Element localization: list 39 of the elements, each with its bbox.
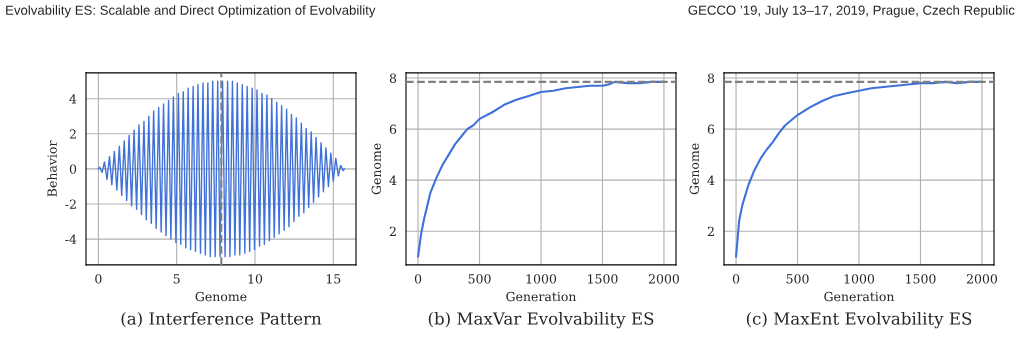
- y-tick-label: 6: [389, 124, 397, 135]
- y-tick-label: 0: [69, 164, 77, 174]
- x-tick-label: 1500: [588, 274, 618, 284]
- text: (c) MaxEnt Evolvability ES: [746, 311, 972, 329]
- y-tick-label: 8: [389, 73, 397, 83]
- y-tick-label: 4: [69, 94, 77, 104]
- x-tick-label: 500: [786, 274, 809, 284]
- y-tick-label: -2: [65, 199, 76, 209]
- y-tick-label: -4: [65, 234, 77, 244]
- x-tick-label: 0: [95, 274, 102, 284]
- x-tick-label: 0: [732, 274, 740, 284]
- y-tick-label: 2: [707, 226, 714, 236]
- line-series: [97, 80, 346, 258]
- x-tick-label: 500: [468, 274, 491, 284]
- x-tick-label: 0: [414, 274, 422, 284]
- y-axis-title: Genome: [371, 143, 382, 195]
- text: GECCO ’19, July 13–17, 2019, Prague, Czech Republic: [688, 5, 1015, 18]
- x-tick-label: 1000: [526, 274, 557, 284]
- x-tick-label: 2000: [648, 274, 680, 284]
- x-tick-label: 1500: [906, 274, 936, 284]
- y-tick-label: 8: [707, 73, 715, 83]
- x-axis-title: Generation: [824, 291, 895, 302]
- x-axis-title: Genome: [195, 291, 247, 302]
- x-tick-label: 10: [248, 274, 263, 284]
- y-axis-title: Behavior: [47, 140, 57, 197]
- text: Evolvability ES: Scalable and Direct Optimization of Evolvability: [6, 5, 376, 18]
- y-tick-label: 2: [389, 226, 396, 236]
- y-tick-label: 2: [69, 129, 76, 139]
- x-tick-label: 2000: [966, 274, 998, 284]
- x-tick-label: 1000: [844, 274, 875, 284]
- x-tick-label: 15: [326, 274, 341, 284]
- x-axis-title: Generation: [506, 291, 577, 302]
- text: (b) MaxVar Evolvability ES: [428, 311, 654, 329]
- y-axis-title: Genome: [689, 143, 700, 195]
- x-tick-label: 5: [173, 274, 180, 284]
- y-tick-label: 6: [707, 124, 715, 135]
- y-tick-label: 4: [707, 175, 715, 185]
- y-tick-label: 4: [389, 175, 397, 185]
- text: (a) Interference Pattern: [121, 311, 322, 328]
